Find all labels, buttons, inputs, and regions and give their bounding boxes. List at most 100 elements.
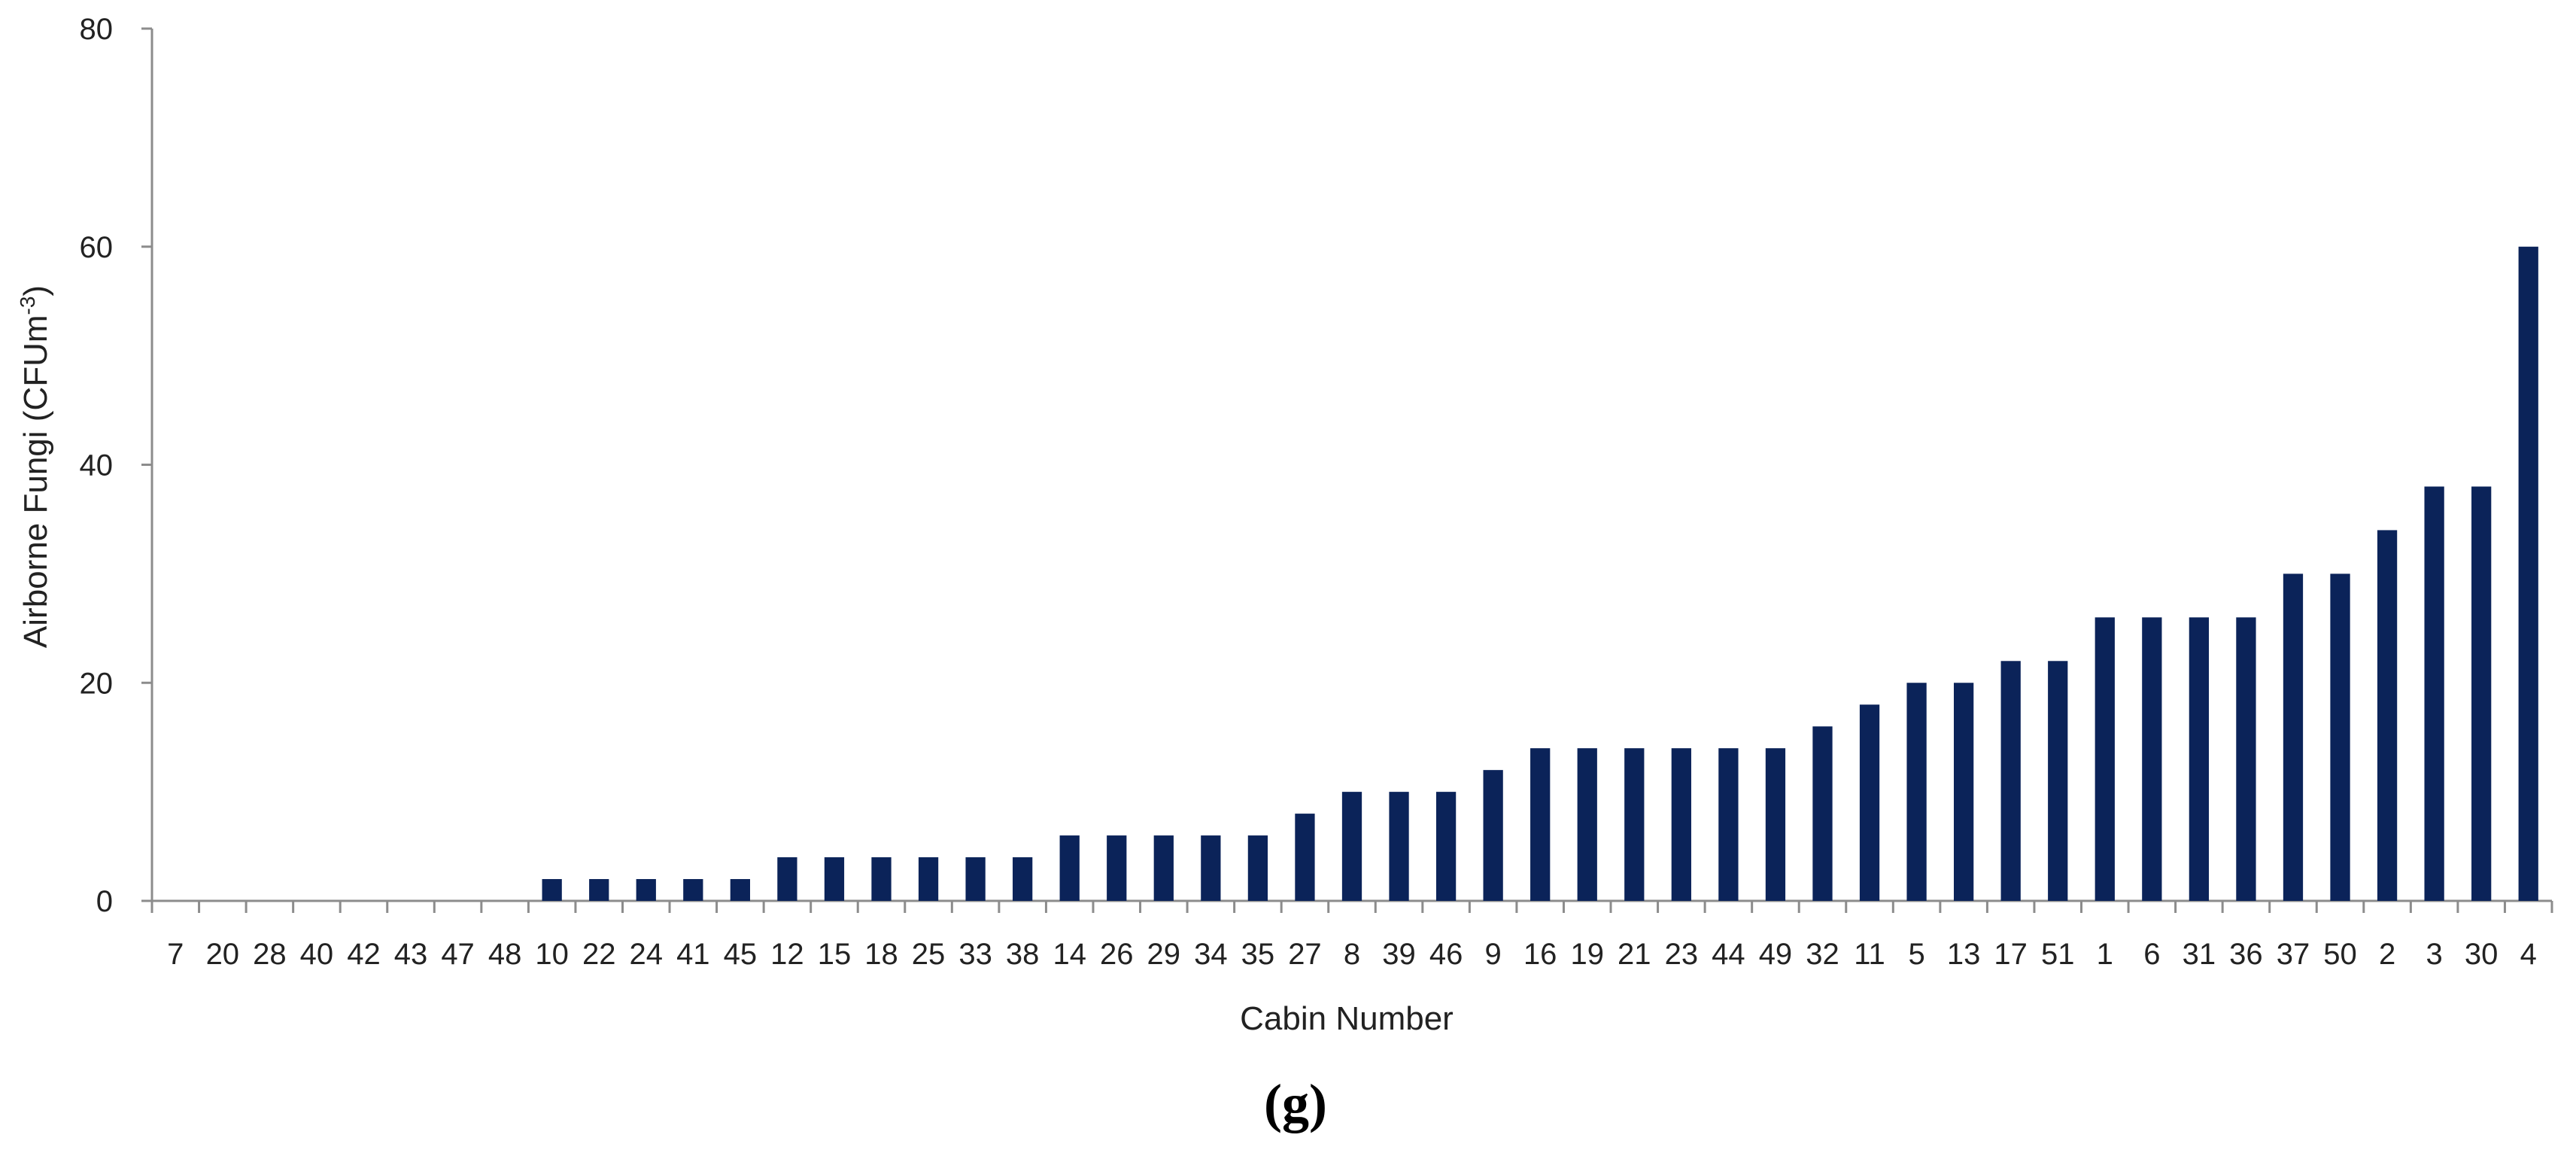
x-tick-label: 31 [2183,938,2216,971]
bar [1483,770,1503,901]
x-tick-label: 25 [912,938,946,971]
x-tick-label: 3 [2426,938,2443,971]
bar [2377,530,2398,901]
x-tick-label: 15 [818,938,852,971]
bar [1341,792,1362,901]
bar [1389,792,1409,901]
bar [2424,486,2444,901]
bar [683,879,703,901]
bar [824,857,845,901]
bar [1954,683,1974,901]
x-tick-label: 32 [1806,938,1839,971]
bar [2142,617,2162,901]
bar [1859,704,1880,901]
x-tick-label: 44 [1712,938,1745,971]
x-tick-label: 29 [1147,938,1181,971]
x-tick-label: 8 [1344,938,1360,971]
x-tick-label: 12 [770,938,804,971]
x-tick-label: 36 [2229,938,2263,971]
bar [871,857,892,901]
y-axis-title-main: Airborne Fungi (CFUm [17,315,54,649]
x-tick-label: 42 [347,938,381,971]
bar [2095,617,2115,901]
bar [2283,573,2304,901]
bar [636,879,656,901]
x-tick-label: 45 [724,938,758,971]
bar [1435,792,1457,901]
x-tick-label: 5 [1908,938,1924,971]
x-tick-label: 24 [630,938,664,971]
bar [965,857,986,901]
x-tick-label: 19 [1570,938,1604,971]
x-tick-labels: 7 20 28 40 42 43 47 48 10 22 24 41 45 12 15 18 25 33 38 14 2… [167,938,2537,971]
panel-label: (g) [1264,1073,1327,1133]
bar [2236,617,2256,901]
x-tick-label: 37 [2277,938,2310,971]
x-tick-label: 4 [2520,938,2537,971]
bar [777,857,797,901]
x-tick-label: 17 [1994,938,2028,971]
y-axis-title: Airborne Fungi (CFUm-3) [16,285,54,648]
y-axis-title-suffix: ) [17,285,54,297]
x-tick-label: 34 [1194,938,1228,971]
x-tick-label: 40 [300,938,334,971]
x-axis [150,899,2553,913]
bar [2330,573,2350,901]
x-tick-label: 23 [1665,938,1699,971]
x-tick-label: 41 [676,938,710,971]
x-tick-label: 39 [1382,938,1416,971]
x-tick-label: 18 [864,938,898,971]
x-tick-label: 26 [1100,938,1134,971]
x-tick-label: 2 [2379,938,2395,971]
y-tick-labels: 0 20 40 60 80 [80,13,114,918]
x-tick-label: 21 [1618,938,1651,971]
x-tick-label: 1 [2097,938,2113,971]
bar [1906,683,1927,901]
x-tick-label: 50 [2323,938,2357,971]
y-tick-label: 60 [80,231,114,264]
x-tick-label: 48 [488,938,522,971]
x-tick-label: 35 [1241,938,1275,971]
bar [589,879,609,901]
x-tick-label: 46 [1429,938,1463,971]
x-tick-label: 43 [394,938,428,971]
bar [1812,726,1833,901]
y-axis-title-superscript: -3 [16,297,39,315]
bar [2048,661,2068,901]
bar [1295,814,1315,901]
bar [1059,835,1080,901]
bar [1153,835,1174,901]
x-tick-label: 22 [582,938,616,971]
bar [1201,835,1221,901]
x-tick-label: 9 [1485,938,1502,971]
bar [1107,835,1127,901]
bar [2000,661,2021,901]
x-tick-label: 10 [535,938,569,971]
x-tick-label: 11 [1854,938,1885,971]
bar [1765,748,1786,901]
bar [542,879,562,901]
x-tick-label: 16 [1523,938,1557,971]
y-tick-label: 20 [80,667,114,700]
bar [1013,857,1033,901]
bar [1671,748,1691,901]
x-tick-label: 51 [2041,938,2075,971]
bars [542,246,2538,901]
y-tick-label: 40 [80,449,114,482]
x-tick-label: 6 [2143,938,2160,971]
bar [1247,835,1268,901]
y-tick-label: 0 [96,885,113,918]
x-tick-label: 47 [441,938,475,971]
bar [918,857,939,901]
x-tick-label: 49 [1759,938,1793,971]
bar [1577,748,1597,901]
x-axis-title: Cabin Number [1240,1000,1454,1037]
bar [1530,748,1551,901]
x-tick-label: 33 [958,938,992,971]
bar [2471,486,2492,901]
bar [730,879,750,901]
x-tick-label: 30 [2465,938,2499,971]
x-tick-label: 38 [1006,938,1040,971]
x-tick-label: 27 [1288,938,1322,971]
